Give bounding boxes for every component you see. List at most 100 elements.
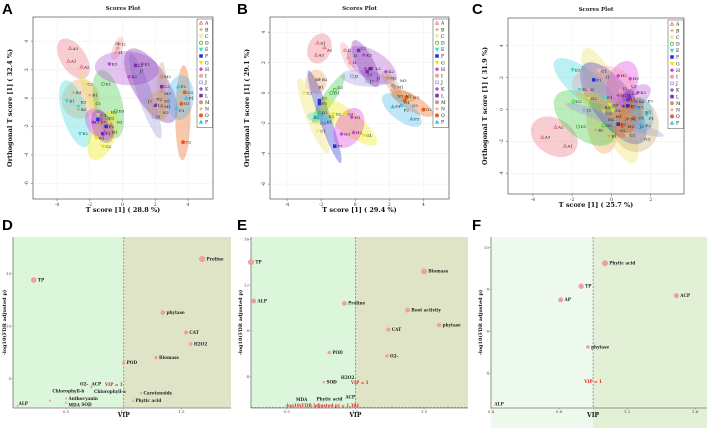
point-label: E1 [327, 120, 332, 125]
point-label: H2O2 [341, 375, 355, 380]
data-point [333, 144, 337, 148]
point-label: L3 [631, 83, 637, 88]
marker [199, 93, 203, 98]
legend-item-m: M [670, 101, 681, 107]
point-label: O1 [184, 101, 190, 106]
group-ellipse-j [565, 102, 664, 137]
marker [670, 55, 674, 59]
legend-marker [435, 93, 439, 98]
marker [577, 88, 582, 93]
marker [317, 98, 322, 103]
data-point [570, 68, 575, 73]
data-point [117, 42, 122, 47]
y-tick-label: -2 [24, 124, 30, 129]
legend-marker [199, 107, 203, 111]
data-point [251, 298, 257, 304]
marker [669, 21, 675, 26]
marker [317, 101, 322, 106]
point-label: E2 [82, 131, 88, 136]
legend-label: F [205, 54, 208, 60]
data-point [342, 112, 348, 117]
point-label: H1 [112, 130, 118, 135]
point-label: G2 [591, 96, 597, 101]
data-point [341, 300, 347, 306]
data-point [317, 77, 322, 81]
group-ellipse-p [166, 75, 194, 120]
marker [143, 99, 148, 103]
background-below-vip [13, 237, 124, 408]
marker [117, 42, 122, 47]
legend-marker [198, 73, 203, 78]
marker [607, 103, 613, 108]
data-point [607, 134, 611, 138]
point-label: C1 [96, 101, 102, 106]
legend-item-j: J [670, 81, 678, 87]
group-ellipse-j [340, 69, 388, 87]
point-label: M2 [608, 117, 615, 122]
point-label: A2 [326, 47, 333, 52]
marker [115, 46, 120, 51]
legend-marker [434, 100, 439, 105]
legend-marker [670, 114, 675, 119]
legend-marker [198, 67, 204, 72]
legend-marker [434, 40, 439, 45]
point-label: CAT [392, 327, 402, 332]
point-label: K3 [112, 61, 118, 66]
legend-label: N [205, 107, 209, 113]
y-tick-label: 10 [6, 323, 12, 328]
marker [630, 105, 635, 110]
x-tick-label: 1.0 [352, 409, 359, 414]
legend-label: L [205, 93, 208, 99]
data-point [322, 380, 326, 384]
data-point [332, 405, 335, 408]
marker [198, 47, 204, 52]
point-label: K2 [639, 99, 645, 104]
point-label: J3 [353, 74, 359, 79]
data-point [107, 61, 112, 67]
marker [135, 69, 139, 73]
y-tick-label: 4 [24, 40, 30, 43]
x-tick-label: 1.2 [624, 409, 631, 414]
point-label: O1 [404, 100, 410, 105]
point-label: TP [585, 284, 592, 289]
point-label: O2- [80, 381, 89, 386]
marker [409, 116, 414, 121]
y-tick-label: -2 [261, 121, 267, 126]
point-label: K2 [132, 74, 138, 79]
data-point [100, 144, 106, 149]
legend-marker [198, 113, 203, 118]
marker [620, 103, 625, 109]
legend-item-b: B [670, 28, 680, 34]
data-point [386, 327, 391, 332]
legend-item-e: E [434, 47, 444, 53]
point-label: F2 [109, 124, 115, 129]
legend-marker [434, 73, 439, 78]
legend-label: N [441, 107, 445, 113]
point-label: D1 [105, 81, 111, 86]
data-point [154, 355, 158, 360]
point-label: C1 [320, 128, 326, 133]
data-point [99, 117, 104, 122]
legend-label: D [441, 41, 445, 47]
point-label: P1 [395, 104, 400, 109]
y-tick-label: 2 [261, 61, 267, 64]
legend-label: I [441, 74, 443, 80]
legend-label: O [205, 113, 209, 119]
data-point [571, 99, 576, 104]
marker [95, 113, 101, 118]
data-point [616, 93, 621, 98]
marker [90, 120, 96, 125]
marker [616, 93, 621, 98]
marker [198, 119, 204, 124]
legend-label: B [205, 27, 209, 33]
legend-marker [670, 81, 674, 86]
marker [329, 90, 334, 95]
data-point [90, 385, 93, 389]
data-point [596, 69, 602, 74]
marker [372, 76, 376, 80]
group-ellipse-g [87, 110, 119, 161]
data-point [313, 115, 319, 120]
point-label: phytase [443, 322, 461, 327]
data-point [152, 102, 156, 106]
legend-marker [198, 34, 204, 39]
